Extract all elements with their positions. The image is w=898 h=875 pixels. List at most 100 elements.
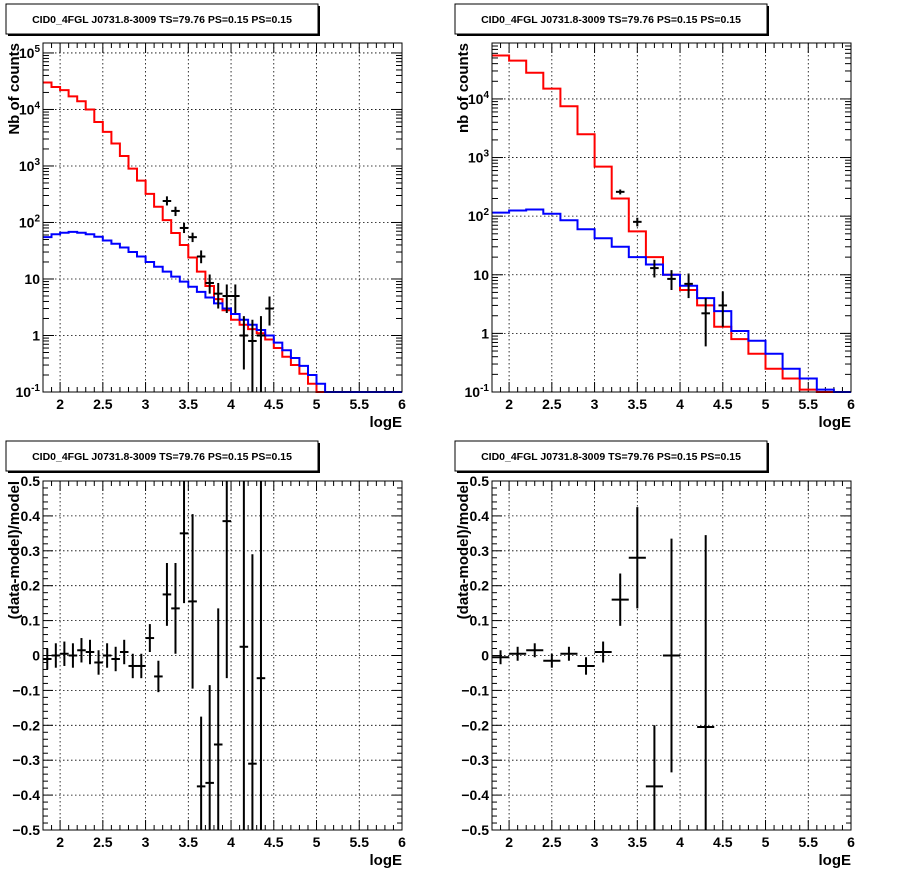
data-point	[265, 296, 274, 326]
x-tick-label: 5	[762, 834, 770, 850]
y-tick-label: −0.4	[12, 787, 40, 803]
x-tick-label: 4.5	[264, 834, 284, 850]
x-tick-label: 3.5	[179, 834, 199, 850]
x-tick-label: 3.5	[628, 396, 648, 412]
model-step-line-red	[43, 81, 402, 393]
chart-title: CID0_4FGL J0731.8-3009 TS=79.76 PS=0.15 …	[481, 451, 741, 463]
data-point	[162, 196, 172, 206]
plot-frame	[491, 480, 852, 831]
x-tick-label: 3	[591, 834, 599, 850]
data-point	[577, 657, 595, 675]
data-point	[248, 554, 257, 830]
chart-panel-3: CID0_4FGL J0731.8-3009 TS=79.76 PS=0.15 …	[5, 440, 406, 869]
data-point	[222, 284, 232, 314]
data-point	[615, 189, 625, 195]
data-point	[77, 638, 86, 663]
y-tick-label: 10	[473, 267, 489, 283]
x-tick-label: 5	[313, 834, 321, 850]
x-tick-label: 5	[762, 396, 770, 412]
data-point	[188, 514, 197, 689]
y-axis-label: nb of counts	[455, 43, 472, 133]
data-point	[239, 316, 249, 370]
data-point	[633, 217, 642, 227]
y-tick-label: 1	[481, 325, 489, 341]
y-tick-label: 103	[19, 157, 41, 174]
data-point	[256, 481, 266, 830]
data-point	[628, 507, 646, 609]
data-point	[492, 650, 510, 665]
x-tick-label: 4	[227, 834, 235, 850]
x-tick-label: 3	[142, 396, 150, 412]
y-axis-label: Nb of counts	[6, 43, 23, 135]
x-tick-label: 4.5	[264, 396, 284, 412]
x-axis-label: logE	[370, 414, 403, 431]
data-point	[51, 643, 61, 668]
y-axis-label: (data-model)/model	[455, 481, 472, 619]
data-point	[196, 716, 206, 830]
x-tick-label: 6	[847, 834, 855, 850]
x-tick-label: 2.5	[542, 396, 562, 412]
title-box	[5, 3, 319, 35]
data-point	[171, 206, 180, 217]
y-tick-label: 1	[32, 327, 40, 343]
y-tick-label: −0.3	[461, 752, 489, 768]
chart-panel-4: CID0_4FGL J0731.8-3009 TS=79.76 PS=0.15 …	[454, 440, 855, 869]
data-point	[526, 643, 544, 658]
chart-panel-1: CID0_4FGL J0731.8-3009 TS=79.76 PS=0.15 …	[5, 3, 406, 431]
y-tick-label: 10-1	[16, 383, 41, 400]
data-point	[543, 653, 561, 668]
data-point	[239, 481, 249, 830]
data-point	[102, 643, 112, 668]
y-tick-label: −0.2	[12, 717, 40, 733]
data-point	[205, 274, 214, 294]
plot-frame	[491, 42, 852, 393]
data-point	[128, 653, 138, 679]
x-tick-label: 4.5	[713, 396, 733, 412]
x-tick-label: 4.5	[713, 834, 733, 850]
x-tick-label: 3.5	[179, 396, 199, 412]
x-tick-label: 2	[505, 396, 513, 412]
x-tick-label: 6	[847, 396, 855, 412]
y-tick-label: 10	[24, 271, 40, 287]
data-point	[205, 685, 214, 830]
data-point	[684, 273, 693, 299]
data-point	[650, 259, 659, 278]
data-point	[171, 563, 180, 654]
y-tick-label: −0.5	[12, 822, 40, 838]
y-tick-label: 0.2	[470, 578, 490, 594]
x-tick-label: 4	[676, 396, 684, 412]
data-point	[611, 573, 629, 626]
y-tick-label: 0.4	[470, 508, 490, 524]
y-tick-label: 0.1	[21, 613, 41, 629]
x-tick-label: 3	[142, 834, 150, 850]
x-axis-label: logE	[819, 852, 852, 869]
title-box	[454, 3, 768, 35]
title-box	[454, 440, 768, 472]
y-tick-label: 10-1	[465, 383, 490, 400]
y-tick-label: 0.3	[470, 543, 490, 559]
data-point	[188, 232, 197, 243]
x-tick-label: 2.5	[542, 834, 562, 850]
data-point	[43, 648, 52, 670]
y-axis-label: (data-model)/model	[6, 481, 23, 619]
data-point	[509, 646, 527, 661]
chart-title: CID0_4FGL J0731.8-3009 TS=79.76 PS=0.15 …	[481, 14, 741, 26]
data-point	[60, 641, 69, 666]
data-point	[119, 639, 129, 665]
x-tick-label: 5.5	[799, 834, 819, 850]
y-tick-label: 102	[19, 213, 41, 230]
data-point	[179, 481, 189, 604]
data-point	[594, 641, 612, 663]
x-axis-label: logE	[370, 852, 403, 869]
y-tick-label: 0.2	[21, 578, 41, 594]
data-point	[256, 316, 266, 392]
data-point	[701, 298, 710, 347]
x-tick-label: 6	[398, 834, 406, 850]
chart-title: CID0_4FGL J0731.8-3009 TS=79.76 PS=0.15 …	[32, 451, 292, 463]
y-tick-label: 0.3	[21, 543, 41, 559]
data-point	[68, 643, 78, 668]
data-point	[222, 481, 232, 679]
data-point	[154, 660, 163, 693]
x-tick-label: 2.5	[93, 396, 113, 412]
x-tick-label: 4	[227, 396, 235, 412]
